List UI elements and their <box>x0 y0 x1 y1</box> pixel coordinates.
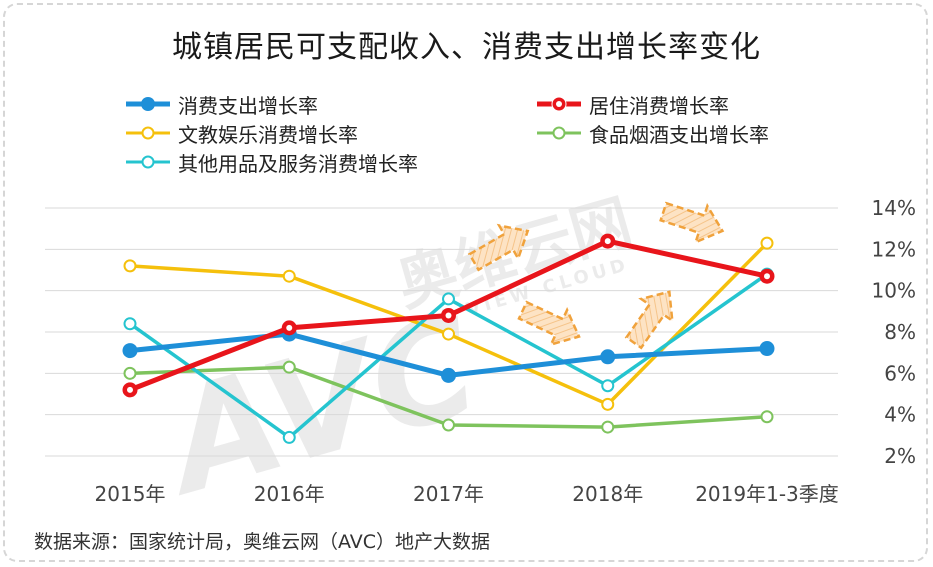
series-3 <box>123 360 774 434</box>
data-point <box>442 327 455 341</box>
trend-arrows <box>467 201 725 350</box>
legend-label-housing: 居住消费增长率 <box>589 93 729 118</box>
series-1 <box>122 233 775 398</box>
data-point <box>442 292 455 306</box>
data-point <box>282 430 296 444</box>
data-point <box>760 236 774 250</box>
legend-item-housing: 居住消费增长率 <box>535 92 729 118</box>
data-point <box>441 367 456 383</box>
series-layer <box>122 233 775 444</box>
data-point-center <box>127 386 133 393</box>
data-point <box>442 418 455 432</box>
data-point <box>282 360 296 374</box>
legend-swatch-consumption <box>126 97 170 111</box>
legend-swatch-food <box>537 126 581 140</box>
chart-title: 城镇居民可支配收入、消费支出增长率变化 <box>172 30 761 65</box>
y-tick-label: 4% <box>884 403 916 427</box>
chart-frame <box>3 3 928 562</box>
data-point <box>601 397 615 411</box>
y-tick-label: 6% <box>884 361 916 385</box>
y-tick-label: 10% <box>872 279 916 303</box>
data-point-center <box>604 238 611 245</box>
x-tick-label: 2018年 <box>572 482 643 506</box>
legend-item-food: 食品烟酒支出增长率 <box>535 121 769 147</box>
legend-swatch-culture <box>126 126 170 140</box>
y-tick-label: 2% <box>884 444 916 468</box>
data-point <box>282 269 296 283</box>
data-point <box>123 366 137 380</box>
y-tick-label: 12% <box>872 237 916 261</box>
data-point-center <box>445 312 452 319</box>
data-point <box>601 379 615 393</box>
trend-arrow <box>517 300 581 347</box>
data-point <box>123 317 137 331</box>
legend-item-other: 其他用品及服务消费增长率 <box>124 150 418 176</box>
x-tick-label: 2019年1-3季度 <box>695 482 839 506</box>
axis-ticks: 2% 4% 6% 8% 10% 12% 14% 2015年 2016年 2017年 2018年 201… <box>95 196 916 506</box>
series-2 <box>123 236 774 411</box>
data-point-center <box>286 324 293 331</box>
legend-label-other: 其他用品及服务消费增长率 <box>178 151 418 176</box>
trend-arrow <box>659 201 725 245</box>
legend-swatch-housing <box>537 96 581 112</box>
trend-arrow <box>467 223 530 272</box>
data-point <box>600 349 616 365</box>
legend-label-consumption: 消费支出增长率 <box>178 93 318 118</box>
legend-label-food: 食品烟酒支出增长率 <box>589 122 769 147</box>
data-point <box>601 420 615 434</box>
legend-item-consumption: 消费支出增长率 <box>124 92 318 118</box>
legend-swatch-other <box>126 155 170 169</box>
data-point <box>759 341 775 357</box>
data-point <box>760 410 774 424</box>
source-note: 数据来源：国家统计局，奥维云网（AVC）地产大数据 <box>34 531 491 553</box>
legend-label-culture: 文教娱乐消费增长率 <box>178 122 358 147</box>
x-tick-label: 2017年 <box>413 482 484 506</box>
y-tick-label: 8% <box>884 320 916 344</box>
x-tick-label: 2016年 <box>254 482 325 506</box>
y-tick-label: 14% <box>872 196 916 220</box>
x-tick-label: 2015年 <box>95 482 166 506</box>
trend-arrow <box>624 290 674 350</box>
data-point <box>123 259 137 273</box>
legend-item-culture: 文教娱乐消费增长率 <box>124 121 358 147</box>
data-point-center <box>764 273 770 280</box>
data-point <box>122 343 138 359</box>
